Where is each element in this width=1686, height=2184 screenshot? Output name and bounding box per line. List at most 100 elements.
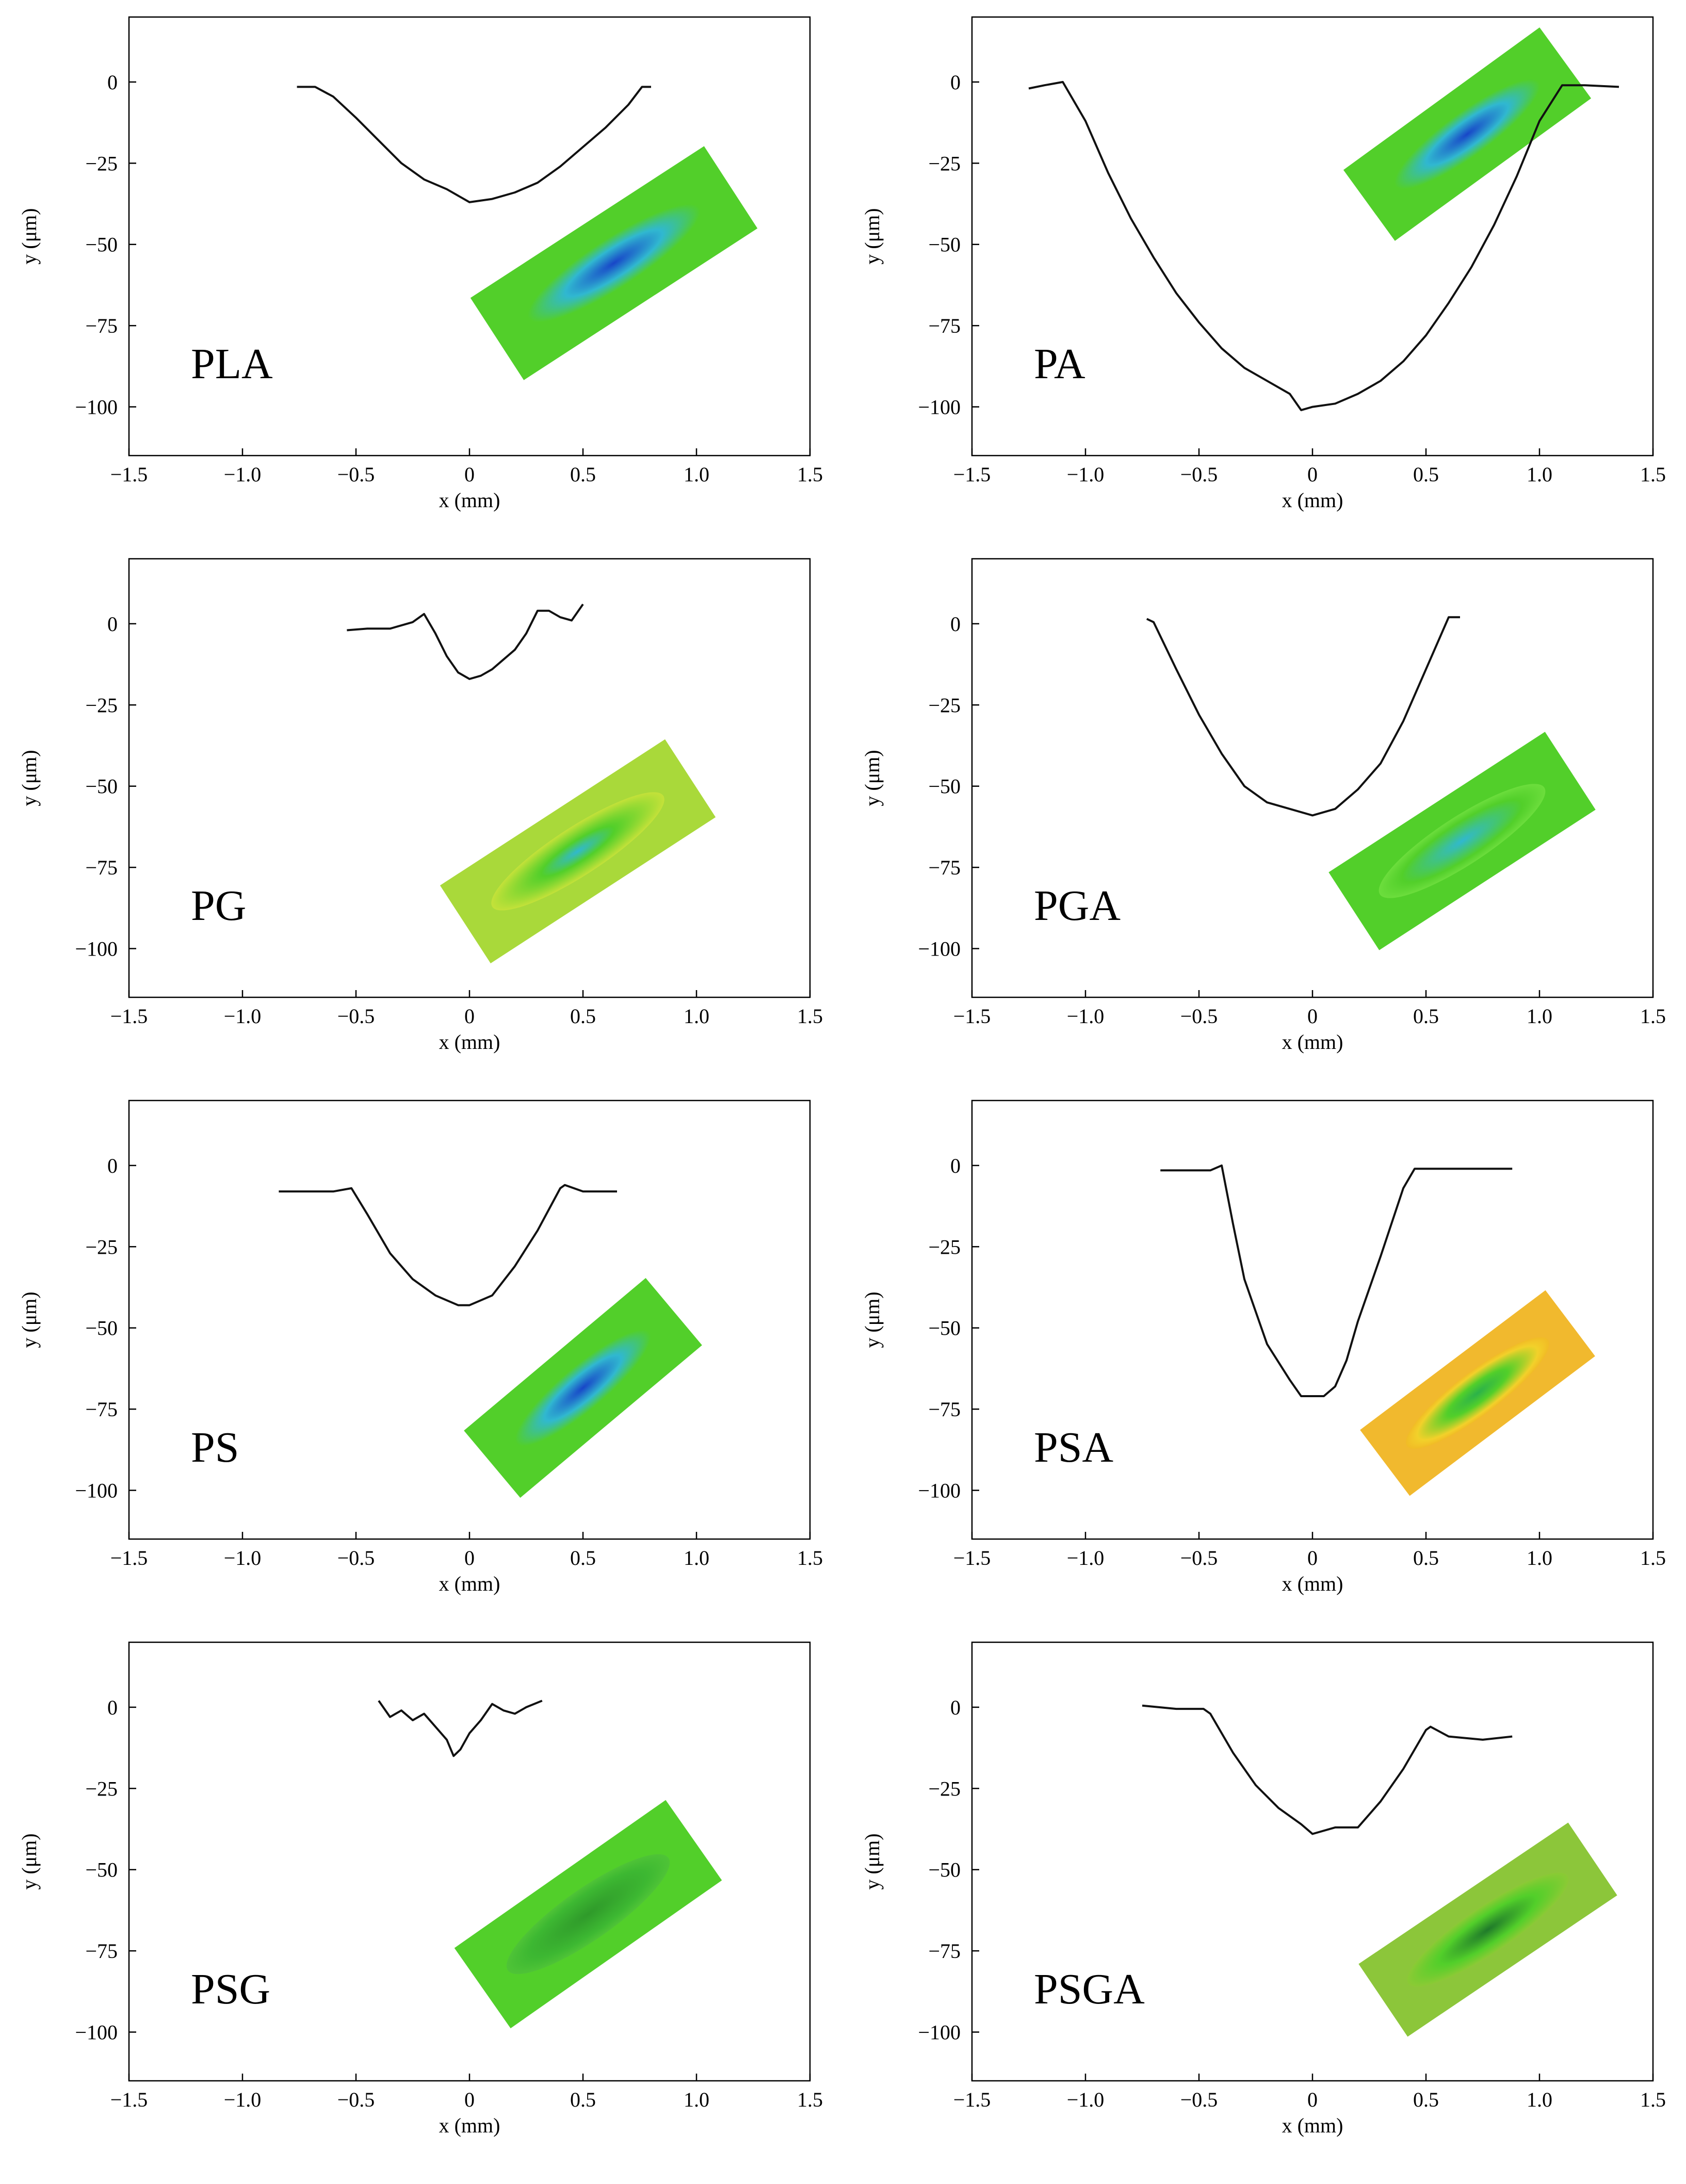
- y-tick-label: −100: [918, 1479, 961, 1502]
- y-tick-label: −100: [75, 937, 118, 961]
- chart-ps: −1.5 −1.0 −0.5 0 0.5 1.0 1.5 0 −25 −50 −75 −100 x (m…: [18, 1099, 823, 1595]
- x-tick-label: 1.0: [684, 2088, 709, 2111]
- panel-label: PSA: [1034, 1423, 1113, 1471]
- x-tick-label: 0: [1307, 1546, 1318, 1570]
- wear-track-inset: [1358, 1822, 1617, 2037]
- panel-pga: −1.5 −1.0 −0.5 0 0.5 1.0 1.5 0 −25 −50 −75 −100 x (m…: [843, 542, 1686, 1083]
- x-tick-label: −0.5: [1180, 1546, 1218, 1570]
- x-tick-label: 1.5: [1640, 1546, 1666, 1570]
- x-tick-label: 1.5: [797, 463, 823, 486]
- chart-pg: −1.5 −1.0 −0.5 0 0.5 1.0 1.5 0 −25 −50 −75 −100 x (m…: [18, 558, 823, 1054]
- x-tick-label: 1.0: [1527, 1546, 1552, 1570]
- y-tick-label: −75: [85, 1939, 118, 1963]
- y-tick-label: −100: [918, 937, 961, 961]
- y-tick-label: 0: [107, 71, 118, 94]
- profile-line: [297, 86, 651, 203]
- x-axis-label: x (mm): [439, 1572, 500, 1595]
- y-axis-label: y (μm): [18, 208, 41, 264]
- x-tick-label: 1.5: [797, 1546, 823, 1570]
- y-tick-label: 0: [107, 1696, 118, 1719]
- y-tick-label: 0: [950, 1696, 961, 1719]
- profile-line: [1142, 1704, 1513, 1835]
- x-tick-label: −1.0: [1067, 463, 1105, 486]
- x-tick-label: 1.5: [1640, 463, 1666, 486]
- profile-line: [279, 1184, 617, 1306]
- inset-wear-scar: [524, 201, 704, 325]
- wear-track-inset: [470, 146, 758, 380]
- y-tick-label: −75: [928, 856, 961, 879]
- x-tick-label: 0.5: [570, 1005, 596, 1028]
- x-tick-label: −1.0: [224, 463, 262, 486]
- y-tick-label: −50: [85, 775, 118, 798]
- x-tick-label: 0.5: [570, 2088, 596, 2111]
- x-tick-label: 0: [464, 1005, 475, 1028]
- wear-track-inset: [1328, 732, 1596, 950]
- x-tick-label: 1.5: [1640, 2088, 1666, 2111]
- x-axis-label: x (mm): [1282, 489, 1343, 512]
- x-tick-label: −1.5: [953, 463, 991, 486]
- x-axis-label: x (mm): [439, 1030, 500, 1054]
- x-tick-label: −0.5: [1180, 463, 1218, 486]
- x-tick-label: 1.0: [684, 1005, 709, 1028]
- y-tick-label: 0: [950, 1154, 961, 1177]
- x-tick-label: 1.5: [797, 2088, 823, 2111]
- x-axis-label: x (mm): [1282, 1030, 1343, 1054]
- x-tick-label: 1.0: [1527, 1005, 1552, 1028]
- y-tick-label: −50: [928, 233, 961, 256]
- x-tick-label: −1.0: [224, 1546, 262, 1570]
- x-tick-label: −1.5: [110, 1546, 148, 1570]
- panel-label: PA: [1034, 340, 1085, 388]
- y-axis-label: y (μm): [861, 208, 884, 264]
- x-tick-label: −0.5: [337, 463, 375, 486]
- y-axis-label: y (μm): [18, 1291, 41, 1348]
- y-tick-label: 0: [950, 71, 961, 94]
- x-tick-label: 0.5: [570, 1546, 596, 1570]
- x-tick-label: −1.0: [1067, 2088, 1105, 2111]
- inset-wear-scar: [512, 1327, 654, 1449]
- x-tick-label: 0: [1307, 463, 1318, 486]
- chart-pga: −1.5 −1.0 −0.5 0 0.5 1.0 1.5 0 −25 −50 −75 −100 x (m…: [861, 558, 1666, 1054]
- x-tick-label: −0.5: [337, 1546, 375, 1570]
- inset-wear-scar: [491, 792, 664, 911]
- y-axis-label: y (μm): [861, 1833, 884, 1889]
- y-tick-label: 0: [107, 1154, 118, 1177]
- panel-psa: −1.5 −1.0 −0.5 0 0.5 1.0 1.5 0 −25 −50 −75 −100 x (m…: [843, 1083, 1686, 1625]
- y-tick-label: −100: [918, 396, 961, 419]
- chart-psa: −1.5 −1.0 −0.5 0 0.5 1.0 1.5 0 −25 −50 −75 −100 x (m…: [861, 1099, 1666, 1595]
- y-tick-label: −75: [85, 856, 118, 879]
- x-tick-label: 0.5: [1413, 2088, 1439, 2111]
- x-tick-label: 0.5: [1413, 1546, 1439, 1570]
- y-axis-label: y (μm): [18, 750, 41, 806]
- x-tick-label: 1.5: [1640, 1005, 1666, 1028]
- x-tick-label: 1.0: [1527, 2088, 1552, 2111]
- x-tick-label: 1.0: [684, 1546, 709, 1570]
- profile-line: [1146, 616, 1460, 817]
- panel-label: PS: [191, 1423, 239, 1471]
- panel-label: PGA: [1034, 882, 1121, 930]
- wear-track-inset: [1343, 27, 1592, 241]
- y-tick-label: −100: [75, 396, 118, 419]
- chart-psga: −1.5 −1.0 −0.5 0 0.5 1.0 1.5 0 −25 −50 −75 −100 x (m…: [861, 1641, 1666, 2137]
- panel-label: PG: [191, 882, 246, 930]
- x-tick-label: −1.5: [953, 1546, 991, 1570]
- y-tick-label: −25: [85, 693, 118, 717]
- profile-line: [347, 603, 584, 680]
- y-tick-label: −50: [928, 775, 961, 798]
- profile-line: [1028, 80, 1619, 411]
- inset-wear-scar: [1406, 1337, 1549, 1449]
- y-tick-label: −25: [85, 1235, 118, 1258]
- chart-pa: −1.5 −1.0 −0.5 0 0.5 1.0 1.5 0 −25 −50 −75 −100 x (m…: [861, 16, 1666, 512]
- x-tick-label: −0.5: [337, 1005, 375, 1028]
- y-tick-label: 0: [950, 612, 961, 636]
- x-axis-label: x (mm): [439, 489, 500, 512]
- y-tick-label: −25: [928, 152, 961, 175]
- x-tick-label: −0.5: [337, 2088, 375, 2111]
- wear-track-inset: [440, 739, 716, 964]
- inset-wear-scar: [1391, 77, 1543, 191]
- wear-track-inset: [454, 1800, 722, 2029]
- y-tick-label: −50: [85, 1858, 118, 1882]
- y-axis-label: y (μm): [18, 1833, 41, 1889]
- profile-line: [378, 1700, 543, 1757]
- panel-pg: −1.5 −1.0 −0.5 0 0.5 1.0 1.5 0 −25 −50 −75 −100 x (m…: [0, 542, 843, 1083]
